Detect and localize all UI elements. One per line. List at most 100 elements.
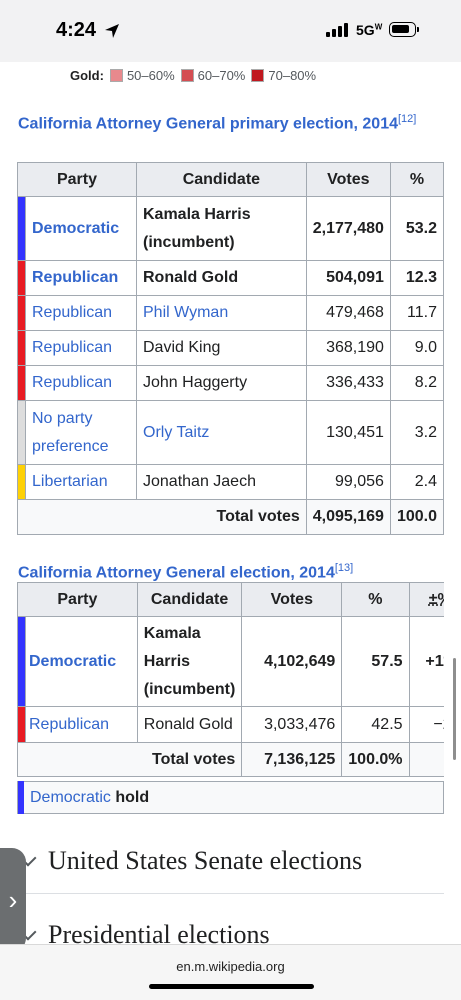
table-row: Democratic Kamala Harris (incumbent) 4,1… xyxy=(17,616,444,707)
header-pct: % xyxy=(389,162,445,197)
table-row: Republican Ronald Gold 504,091 12.3 xyxy=(17,260,445,296)
header-party: Party xyxy=(17,582,138,617)
battery-icon xyxy=(389,22,419,37)
party-cell[interactable]: Republican xyxy=(25,706,138,743)
party-cell[interactable]: Democratic xyxy=(25,196,137,261)
general-election-table-scroll[interactable]: Party Candidate Votes % ±% Democratic Ka… xyxy=(17,582,444,782)
pct-cell: 3.2 xyxy=(389,400,445,465)
gold-color-legend: Gold: 50–60% 60–70% 70–80% xyxy=(70,68,322,83)
candidate-cell: Jonathan Jaech xyxy=(136,464,307,500)
candidate-cell: Ronald Gold xyxy=(136,260,307,296)
header-candidate: Candidate xyxy=(136,162,307,197)
total-pct: 100.0% xyxy=(341,742,410,777)
header-change: ±% xyxy=(408,582,444,617)
candidate-cell: Ronald Gold xyxy=(136,706,243,743)
party-color-bar xyxy=(17,464,26,500)
table-row: Democratic Kamala Harris (incumbent) 2,1… xyxy=(17,196,445,261)
party-hold-row: Democratic hold xyxy=(17,781,444,814)
pct-cell: 42.5 xyxy=(341,706,410,743)
party-color-bar xyxy=(17,706,26,743)
scrollbar[interactable] xyxy=(453,658,456,760)
pct-cell: 8.2 xyxy=(389,365,445,401)
party-color-bar xyxy=(18,781,24,814)
section-divider xyxy=(22,893,444,894)
votes-cell: 479,468 xyxy=(305,295,391,331)
general-election-caption[interactable]: California Attorney General election, 20… xyxy=(18,562,354,582)
party-cell[interactable]: Republican xyxy=(25,330,137,366)
votes-cell: 3,033,476 xyxy=(241,706,343,743)
candidate-cell: David King xyxy=(136,330,307,366)
candidate-cell: John Haggerty xyxy=(136,365,307,401)
total-votes: 7,136,125 xyxy=(241,742,343,777)
url-text[interactable]: en.m.wikipedia.org xyxy=(176,959,285,974)
browser-url-bar[interactable]: en.m.wikipedia.org xyxy=(0,944,461,1000)
party-cell[interactable]: Libertarian xyxy=(25,464,137,500)
side-drawer-tab[interactable]: › xyxy=(0,848,26,952)
candidate-cell: Kamala Harris (incumbent) xyxy=(136,616,243,707)
table-row: Republican Phil Wyman 479,468 11.7 xyxy=(17,295,445,331)
header-pct: % xyxy=(341,582,410,617)
primary-election-caption[interactable]: California Attorney General primary elec… xyxy=(18,113,417,133)
party-cell[interactable]: Republican xyxy=(25,365,137,401)
party-cell[interactable]: Democratic xyxy=(25,616,138,707)
reference-link[interactable]: [12] xyxy=(397,113,417,125)
hold-party-link[interactable]: Democratic xyxy=(30,788,111,806)
party-color-bar xyxy=(17,616,26,707)
votes-cell: 99,056 xyxy=(305,464,391,500)
party-cell[interactable]: Republican xyxy=(25,260,137,296)
total-row: Total votes 7,136,125 100.0% xyxy=(17,742,444,777)
legend-item: 60–70% xyxy=(180,68,245,83)
header-votes: Votes xyxy=(241,582,343,617)
cellular-signal-icon xyxy=(326,22,348,37)
status-time: 4:24 xyxy=(56,19,97,41)
legend-item: 70–80% xyxy=(251,68,316,83)
pct-cell: 12.3 xyxy=(389,260,445,296)
legend-swatch xyxy=(180,69,194,82)
reference-link[interactable]: [13] xyxy=(334,562,354,574)
change-cell: +11.4 xyxy=(408,616,444,707)
hold-word: hold xyxy=(115,788,150,806)
party-color-bar xyxy=(17,365,26,401)
pct-cell: 9.0 xyxy=(389,330,445,366)
total-label: Total votes xyxy=(17,499,307,535)
table-row: No party preference Orly Taitz 130,451 3… xyxy=(17,400,445,465)
table-header-row: Party Candidate Votes % xyxy=(17,162,445,197)
candidate-cell[interactable]: Phil Wyman xyxy=(136,295,307,331)
header-party: Party xyxy=(17,162,137,197)
party-color-bar xyxy=(17,295,26,331)
table-row: Libertarian Jonathan Jaech 99,056 2.4 xyxy=(17,464,445,500)
home-indicator[interactable] xyxy=(149,984,314,989)
network-type: 5GW xyxy=(356,22,383,38)
header-candidate: Candidate xyxy=(136,582,243,617)
table-header-row: Party Candidate Votes % ±% xyxy=(17,582,444,617)
party-color-bar xyxy=(17,260,26,296)
votes-cell: 504,091 xyxy=(305,260,391,296)
legend-label: Gold: xyxy=(70,68,104,83)
legend-swatch xyxy=(251,69,265,82)
status-bar: 4:24 5GW xyxy=(0,0,461,62)
pct-cell: 11.7 xyxy=(389,295,445,331)
primary-election-table: Party Candidate Votes % Democratic Kamal… xyxy=(17,162,445,535)
total-row: Total votes 4,095,169 100.0 xyxy=(17,499,445,535)
pct-cell: 53.2 xyxy=(389,196,445,261)
table-row: Republican David King 368,190 9.0 xyxy=(17,330,445,366)
section-senate-elections[interactable]: United States Senate elections xyxy=(19,846,362,876)
table-row: Republican Ronald Gold 3,033,476 42.5 −2… xyxy=(17,706,444,743)
total-label: Total votes xyxy=(17,742,243,777)
party-color-bar xyxy=(17,400,26,465)
party-cell[interactable]: Republican xyxy=(25,295,137,331)
votes-cell: 368,190 xyxy=(305,330,391,366)
votes-cell: 2,177,480 xyxy=(305,196,391,261)
pct-cell: 57.5 xyxy=(341,616,410,707)
party-cell[interactable]: No party preference xyxy=(25,400,137,465)
votes-cell: 4,102,649 xyxy=(241,616,343,707)
candidate-cell: Kamala Harris (incumbent) xyxy=(136,196,307,261)
chevron-right-icon: › xyxy=(8,884,18,915)
candidate-cell[interactable]: Orly Taitz xyxy=(136,400,307,465)
header-votes: Votes xyxy=(305,162,391,197)
votes-cell: 336,433 xyxy=(305,365,391,401)
change-cell: −2.8 xyxy=(408,706,444,743)
party-color-bar xyxy=(17,330,26,366)
total-change xyxy=(408,742,444,777)
total-pct: 100.0 xyxy=(389,499,445,535)
